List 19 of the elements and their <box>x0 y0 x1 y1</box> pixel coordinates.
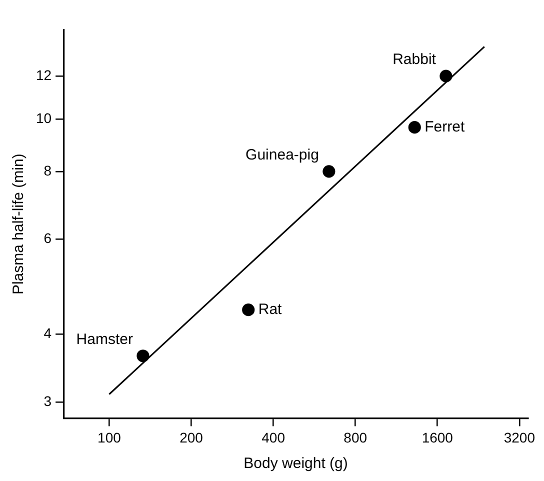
x-axis-title: Body weight (g) <box>244 455 348 472</box>
annotation: Guinea-pig <box>246 146 319 164</box>
y-tick-label: 12 <box>36 66 52 83</box>
x-tick-label: 800 <box>344 429 368 446</box>
y-tick-label: 3 <box>44 392 52 409</box>
y-tick-label: 4 <box>44 325 52 342</box>
y-axis-title: Plasma half-life (min) <box>10 154 28 295</box>
annotation: Ferret <box>424 118 466 136</box>
annotation: Hamster <box>76 331 133 348</box>
x-tick-label: 200 <box>180 429 204 446</box>
y-tick-label: 6 <box>44 230 52 246</box>
x-tick-label: 1600 <box>422 429 454 446</box>
y-tick-label: 10 <box>36 110 52 126</box>
x-tick-label: 3200 <box>504 429 536 446</box>
x-tick-label: 400 <box>262 429 286 446</box>
y-tick-label: 8 <box>44 162 52 178</box>
annotation: Rabbit <box>392 51 437 68</box>
x-tick-label: 100 <box>98 429 122 446</box>
annotation: Rat <box>258 300 283 318</box>
